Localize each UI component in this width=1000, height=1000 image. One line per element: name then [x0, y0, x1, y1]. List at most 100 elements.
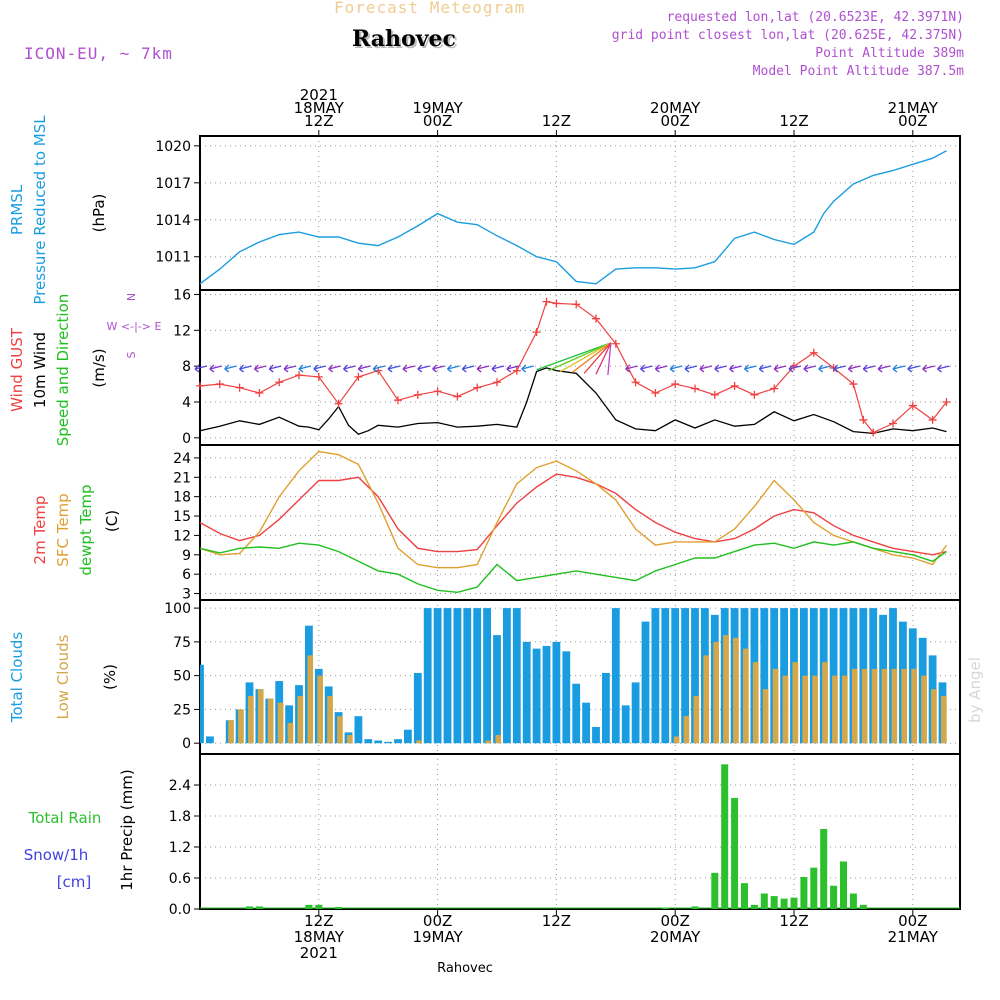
wind-gust-line	[199, 300, 947, 434]
rain-bar	[820, 828, 828, 909]
y-tick-label: 18	[173, 490, 191, 506]
wind-direction-arrow	[583, 342, 612, 374]
y-tick-label: 0	[182, 736, 191, 752]
rain-bar	[691, 906, 699, 909]
total-clouds-bar	[364, 739, 373, 744]
rain-bar	[741, 883, 748, 909]
rain-bar	[246, 906, 253, 909]
low-clouds-bar	[257, 689, 264, 744]
wind-direction-arrow	[907, 364, 920, 373]
y-tick-label: 25	[173, 702, 191, 718]
wind-gust-marker	[453, 392, 462, 401]
wind-gust-marker	[433, 387, 442, 396]
wind-direction-arrow	[239, 364, 252, 373]
low-clouds-bar	[812, 675, 818, 744]
rain-bar	[711, 872, 719, 909]
wind-direction-arrow	[224, 364, 237, 373]
y-tick-label: 15	[173, 509, 191, 525]
compass-north: N	[125, 293, 138, 301]
low-clouds-bar	[871, 668, 878, 744]
wind-gust-marker	[314, 372, 323, 381]
time-label-bottom: 18MAY	[294, 928, 345, 946]
low-clouds-bar	[228, 720, 234, 744]
rain-bar	[661, 907, 669, 909]
wind-gust-marker	[196, 381, 204, 390]
wind-direction-arrow	[937, 364, 950, 373]
precip-title: 1hr Precip (mm)	[118, 769, 136, 890]
wind-gust-marker	[869, 428, 878, 437]
total-clouds-bar	[582, 702, 590, 744]
low-clouds-bar	[911, 668, 917, 744]
rain-bar	[315, 904, 323, 909]
low-clouds-bar	[931, 689, 937, 744]
gridpoint-coords: grid point closest lon,lat (20.625E, 42.…	[611, 28, 964, 43]
y-tick-label: 1.2	[169, 840, 191, 856]
wind-direction-arrow	[640, 364, 653, 373]
y-tick-label: 8	[182, 359, 191, 375]
rain-bar	[255, 906, 263, 909]
panel-frame-wind	[199, 289, 961, 446]
wind-gust-marker	[275, 378, 284, 387]
total-clouds-bar	[641, 621, 650, 744]
wind-direction-arrow	[571, 342, 612, 373]
total-clouds-bar	[572, 683, 581, 744]
low-clouds-bar	[832, 675, 838, 744]
low-clouds-bar	[287, 722, 294, 744]
wind-gust-marker	[889, 419, 897, 428]
wind-gust-marker	[542, 297, 551, 306]
total-clouds-bar	[552, 641, 561, 744]
wind-direction-arrow	[548, 342, 612, 372]
y-tick-label: 21	[173, 470, 191, 486]
y-tick-label: 0	[182, 431, 191, 447]
wind-unit: (m/s)	[90, 348, 108, 387]
low-clouds-bar	[901, 668, 908, 744]
total-clouds-bar	[374, 740, 383, 744]
pressure-label-short: PRMSL	[8, 184, 26, 235]
author-signature: by Angel	[966, 657, 984, 723]
wind-gust-marker	[651, 389, 660, 398]
temp-dewpt-label: dewpt Temp	[77, 484, 95, 575]
panel-frame-temp	[199, 444, 961, 601]
snow-label: Snow/1h	[24, 846, 89, 864]
total-clouds-bar	[760, 608, 769, 744]
time-label-bottom: 00Z	[661, 912, 690, 930]
rain-bar	[770, 896, 778, 909]
pressure-label-long: Pressure Reduced to MSL	[31, 115, 49, 305]
wind-gust-marker	[552, 299, 561, 308]
wind-gust-marker	[611, 339, 620, 348]
rain-bar	[830, 885, 838, 909]
time-label-top: 00Z	[423, 112, 452, 130]
total-clouds-bar	[542, 645, 551, 744]
total-clouds-bar	[681, 608, 689, 744]
low-clouds-bar	[881, 668, 888, 744]
wind-gust-marker	[710, 390, 719, 399]
rain-bar	[305, 904, 313, 909]
total-clouds-bar	[384, 741, 392, 744]
wind-direction-arrow	[343, 364, 356, 373]
total-clouds-bar	[661, 608, 670, 744]
wind-direction-arrow	[818, 364, 831, 373]
wind-direction-arrow	[209, 364, 223, 373]
total-clouds-bar	[423, 608, 432, 744]
wind-gust-marker	[215, 380, 224, 389]
compass-west-east: W <-|-> E	[107, 320, 162, 333]
low-clouds-bar	[683, 716, 690, 744]
total-clouds-bar	[404, 729, 412, 744]
y-tick-label: 3	[182, 587, 191, 603]
time-label-bottom: 12Z	[542, 912, 571, 930]
wind-direction-arrow	[506, 364, 520, 373]
y-tick-label: 9	[182, 548, 191, 564]
y-tick-label: 12	[173, 323, 191, 339]
total-clouds-bar	[483, 608, 491, 744]
wind-direction-arrow	[607, 342, 612, 376]
low-clouds-bar	[693, 695, 700, 744]
wind-direction-arrow	[654, 364, 668, 373]
wind-direction-arrow	[283, 364, 297, 373]
wind-gust-marker	[671, 380, 680, 389]
wind-direction-arrow	[560, 342, 612, 373]
wind-direction-arrow	[357, 364, 371, 373]
wind-gust-marker	[354, 372, 363, 381]
pressure-line	[199, 150, 947, 285]
time-label-bottom: 00Z	[423, 912, 452, 930]
wind-direction-arrow	[313, 364, 326, 373]
